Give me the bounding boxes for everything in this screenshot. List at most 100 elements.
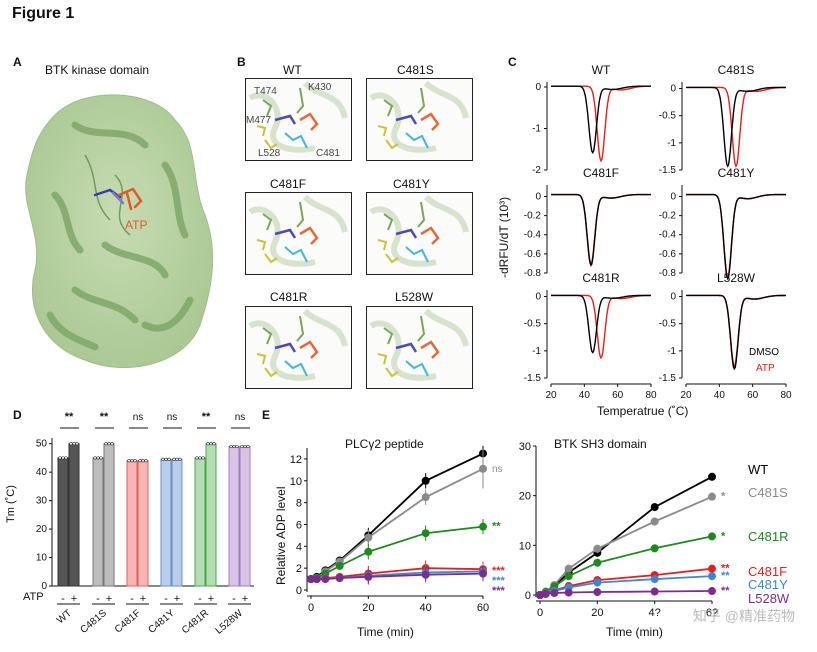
- datapoint-c481r: [650, 544, 659, 553]
- dsf-title-c481r: C481R: [582, 271, 620, 285]
- panel-c-label: C: [508, 55, 517, 69]
- legend-c481f: C481F: [748, 564, 787, 579]
- dsf-y-tick-label: -0.4: [659, 230, 677, 241]
- structure-title-c481f: C481F: [270, 177, 307, 191]
- dsf-x-tick-label: 80: [645, 390, 657, 401]
- legend-c481y: C481Y: [748, 577, 788, 592]
- cartoon-ribbon: [423, 80, 469, 119]
- cartoon-ribbon: [423, 194, 469, 233]
- dsf-y-tick-label: -1: [532, 346, 541, 357]
- structure-title-c481s: C481S: [397, 63, 434, 77]
- residue-label-t474: T474: [254, 86, 277, 97]
- dsf-x-tick-label: 40: [714, 390, 726, 401]
- dsf-dmso-curve: [551, 85, 651, 154]
- sig-c481y: ***: [492, 575, 506, 587]
- watermark-text: 知乎 @精准药物: [692, 608, 795, 624]
- dsf-y-tick-label: -0.8: [524, 268, 542, 279]
- line-y-tick-label: 12: [290, 454, 302, 466]
- dsf-title-c481s: C481S: [718, 63, 755, 77]
- cartoon-ribbon: [369, 320, 437, 381]
- sig-l528w: **: [721, 585, 730, 597]
- residue-stick-c481: [405, 132, 429, 149]
- line-y-tick-label: 10: [290, 476, 302, 488]
- atp-phosphates: [299, 340, 319, 359]
- residue-stick-m477: [256, 125, 267, 137]
- datapoint-c481s: [479, 464, 487, 473]
- residue-stick-l528: [385, 139, 399, 150]
- line-x-tick-label: 4?: [649, 607, 661, 619]
- bar-datapoint: [75, 442, 79, 446]
- dsf-y-tick-label: -0.4: [524, 230, 542, 241]
- line-y-tick-label: 30: [519, 441, 531, 453]
- dsf-y-tick-label: 0: [535, 82, 541, 93]
- dsf-y-tick-label: 0: [670, 191, 676, 202]
- dsf-x-tick-label: 60: [747, 390, 759, 401]
- sig-c481y: **: [721, 570, 730, 582]
- dsf-dmso-curve: [686, 294, 786, 371]
- bar-datapoint: [161, 457, 165, 461]
- structure-box-c481s: [366, 78, 473, 161]
- bar-y-tick-label: 40: [36, 467, 48, 478]
- panel-c-xlabel: Temperatrue (˚C): [597, 404, 689, 418]
- datapoint-c481r: [364, 547, 373, 556]
- datapoint-c481s: [421, 493, 430, 502]
- datapoint-wt: [650, 503, 659, 512]
- structure-frame: [245, 78, 352, 161]
- bar-y-tick-label: 10: [36, 553, 48, 564]
- sig-c481s: ns: [492, 464, 503, 475]
- chart-title-sh3: BTK SH3 domain: [554, 437, 647, 451]
- bar-datapoint: [133, 459, 137, 463]
- dsf-y-tick-label: -1: [532, 123, 541, 134]
- bar-datapoint: [246, 444, 250, 449]
- btk-structure-render: [25, 94, 214, 368]
- line-y-tick-label: 2: [296, 563, 302, 575]
- datapoint-c481s: [364, 533, 373, 542]
- cartoon-ribbon: [248, 206, 316, 267]
- line-y-tick-label: 8: [296, 498, 302, 510]
- bar-y-tick-label: 0: [41, 581, 47, 592]
- cartoon-ribbon: [302, 80, 348, 119]
- line-x-tick-label: 20: [362, 602, 374, 614]
- atp-adenine: [274, 342, 297, 353]
- bar-datapoint: [69, 442, 73, 446]
- cartoon-ribbon: [302, 194, 348, 233]
- bar-datapoint: [198, 456, 202, 460]
- panel-e-label: E: [262, 408, 271, 422]
- line-x-tick-label: 0: [537, 607, 543, 619]
- line-x-tick-label: 0: [308, 602, 314, 614]
- legend-atp: ATP: [756, 363, 775, 374]
- datapoint-l528w: [312, 575, 321, 584]
- residue-stick-t474: [262, 327, 273, 345]
- datapoint-c481s: [593, 544, 602, 553]
- structure-box-c481r: [245, 306, 352, 389]
- datapoint-c481y: [708, 572, 716, 581]
- structure-box-wt: [245, 78, 352, 161]
- structure-frame: [366, 78, 473, 161]
- line-x-tick-label: 6?: [706, 607, 718, 619]
- residue-stick-k430: [417, 315, 426, 342]
- bar-datapoint: [144, 459, 148, 463]
- dsf-title-c481f: C481F: [583, 166, 619, 180]
- bar-datapoint: [229, 444, 233, 449]
- bar-datapoint: [99, 456, 103, 460]
- atp-plus: +: [71, 593, 77, 605]
- residue-stick-l528: [385, 367, 399, 378]
- dsf-x-tick-label: 60: [612, 390, 624, 401]
- dsf-dmso-curve: [551, 294, 651, 354]
- bar-datapoint: [138, 459, 142, 463]
- dsf-y-tick-label: -0.6: [524, 249, 542, 260]
- datapoint-c481y: [593, 578, 602, 587]
- dsf-y-tick-label: -0.2: [524, 211, 542, 222]
- dsf-y-tick-label: -0.5: [659, 111, 677, 122]
- residue-stick-c481: [284, 246, 308, 263]
- residue-stick-k430: [296, 87, 305, 114]
- dsf-y-tick-label: -0.2: [659, 211, 677, 222]
- dsf-x-tick-label: 20: [545, 390, 557, 401]
- sig-c481f: **: [721, 563, 730, 575]
- legend-c481r: C481R: [748, 529, 788, 544]
- bar-y-tick-label: 30: [36, 496, 48, 507]
- datapoint-l528w: [650, 587, 659, 596]
- bar-datapoint: [195, 456, 199, 460]
- residue-stick-m477: [377, 239, 388, 251]
- residue-stick-k430: [296, 315, 305, 342]
